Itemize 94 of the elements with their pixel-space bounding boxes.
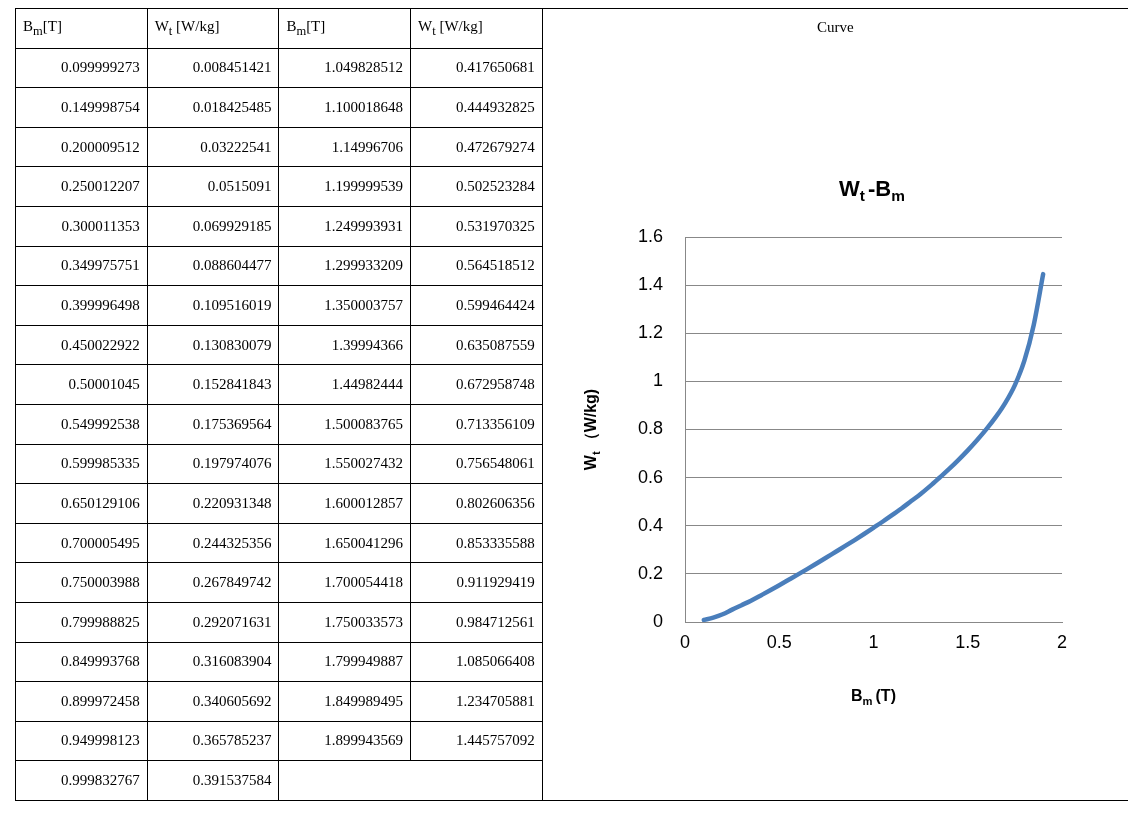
text: 0.399996498 [15, 285, 148, 326]
text: 0.130830079 [147, 325, 279, 365]
text: 1.085066408 [410, 642, 543, 682]
y-tick-label: 1.4 [637, 274, 663, 295]
text: 0.650129106 [15, 483, 148, 524]
text: 1.350003757 [278, 285, 411, 326]
text: 0.149998754 [15, 87, 148, 128]
text: 0.672958748 [410, 364, 543, 405]
text: 0.444932825 [410, 87, 543, 128]
text: 1.234705881 [410, 681, 543, 722]
text: 0.700005495 [15, 523, 148, 563]
text: 1.750033573 [278, 602, 411, 642]
text: 0.175369564 [147, 404, 279, 445]
text: 0.316083904 [147, 642, 279, 682]
text: 0.03222541 [147, 127, 279, 167]
text: 1.44982444 [278, 364, 411, 405]
text: 0.220931348 [147, 483, 279, 524]
text: 0.018425485 [147, 87, 279, 128]
text: W$_{t}$ [W/kg] [147, 8, 279, 49]
y-tick-label: 1.6 [637, 225, 663, 246]
text: 0.340605692 [147, 681, 279, 722]
text: 1.799949887 [278, 642, 411, 682]
text: 0.531970325 [410, 206, 543, 247]
text: 0.549992538 [15, 404, 148, 445]
text: 1.249993931 [278, 206, 411, 247]
y-tick-label: 0.8 [637, 418, 663, 439]
text: 0.349975751 [15, 246, 148, 286]
x-tick-label: 2 [1056, 631, 1068, 652]
text: 0.197974076 [147, 444, 279, 484]
text: 1.39994366 [278, 325, 411, 365]
text: 0.365785237 [147, 721, 279, 761]
text: 1.600012857 [278, 483, 411, 524]
text: 0.984712561 [410, 602, 543, 642]
text: 0.599985335 [15, 444, 148, 484]
text: 0.799988825 [15, 602, 148, 642]
text: 1.500083765 [278, 404, 411, 445]
x-tick-label: 0 [679, 631, 691, 652]
text: B$_{m}$[T] [278, 8, 411, 49]
text: 1.299933209 [278, 246, 411, 286]
text: 1.445757092 [410, 721, 543, 761]
text: 1.100018648 [278, 87, 411, 128]
text: 0.267849742 [147, 562, 279, 603]
text: Curve [817, 19, 854, 35]
text: 0.300011353 [15, 206, 148, 247]
text: 1.650041296 [278, 523, 411, 563]
x-tick-label: 0.5 [766, 631, 792, 652]
text: 0.008451421 [147, 48, 279, 88]
text: 0.250012207 [15, 166, 148, 207]
y-tick-label: 1 [652, 370, 663, 391]
text: 0.502523284 [410, 166, 543, 207]
text: 0.109516019 [147, 285, 279, 326]
y-tick-label: 0 [652, 610, 663, 631]
text: 1.550027432 [278, 444, 411, 484]
text: 0.853335588 [410, 523, 543, 563]
text: 0.0515091 [147, 166, 279, 207]
text: 0.750003988 [15, 562, 148, 603]
y-tick-label: 0.4 [637, 514, 663, 535]
text: 0.849993768 [15, 642, 148, 682]
text: 0.756548061 [410, 444, 543, 484]
text: W$_{t}$ [W/kg] [410, 8, 543, 49]
y-axis-title: Wt（W/kg) [582, 388, 602, 471]
text: 1.199999539 [278, 166, 411, 207]
text: 0.999832767 [15, 760, 148, 801]
text: 0.244325356 [147, 523, 279, 563]
text: 0.200009512 [15, 127, 148, 167]
text: 0.802606356 [410, 483, 543, 524]
y-tick-label: 0.6 [637, 466, 663, 487]
text: 0.088604477 [147, 246, 279, 286]
text: 1.849989495 [278, 681, 411, 722]
text: 0.635087559 [410, 325, 543, 365]
text: 0.450022922 [15, 325, 148, 365]
text: 0.911929419 [410, 562, 543, 603]
y-tick-label: 1.2 [637, 322, 663, 343]
text: 1.049828512 [278, 48, 411, 88]
y-tick-label: 0.2 [637, 562, 663, 583]
text: 1.700054418 [278, 562, 411, 603]
text: 0.599464424 [410, 285, 543, 326]
text: 0.899972458 [15, 681, 148, 722]
text: 0.099999273 [15, 48, 148, 88]
text: 0.152841843 [147, 364, 279, 405]
text: 1.14996706 [278, 127, 411, 167]
text: 0.713356109 [410, 404, 543, 445]
text: 0.292071631 [147, 602, 279, 642]
text: 0.50001045 [15, 364, 148, 405]
text: B$_{m}$[T] [15, 8, 148, 49]
text: 0.069929185 [147, 206, 279, 247]
text: 0.472679274 [410, 127, 543, 167]
text: 0.391537584 [147, 760, 279, 801]
text: 0.564518512 [410, 246, 543, 286]
text: 0.949998123 [15, 721, 148, 761]
text: 0.417650681 [410, 48, 543, 88]
x-tick-label: 1 [868, 631, 879, 652]
text: 1.899943569 [278, 721, 411, 761]
x-tick-label: 1.5 [955, 631, 981, 652]
